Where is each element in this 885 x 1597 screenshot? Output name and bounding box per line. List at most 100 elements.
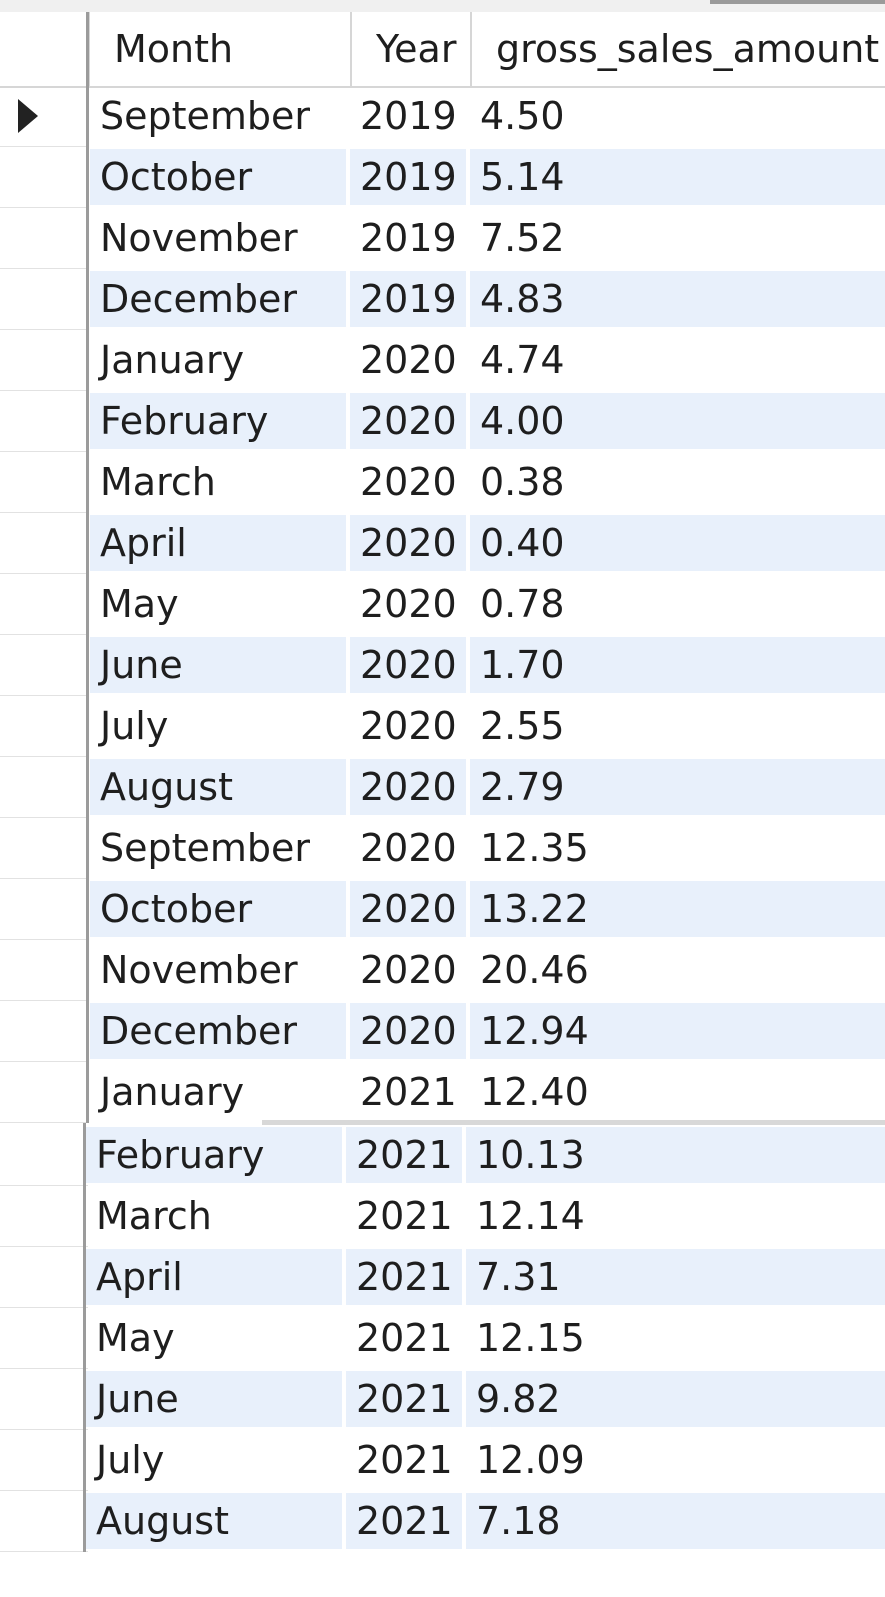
cell-year[interactable]: 2021	[356, 1194, 453, 1238]
cell-gross-sales-amount[interactable]: 0.78	[480, 582, 565, 626]
cell-gross-sales-amount[interactable]: 4.00	[470, 393, 885, 449]
table-row[interactable]: January 2021 12.40	[0, 1062, 885, 1123]
table-row[interactable]: July 2021 12.09	[0, 1430, 885, 1491]
cell-year[interactable]: 2020	[350, 637, 466, 693]
horizontal-scrollbar-thumb[interactable]	[710, 0, 885, 4]
cell-year[interactable]: 2020	[360, 338, 457, 382]
cell-month[interactable]: September	[100, 826, 311, 870]
table-row[interactable]: May 2020 0.78	[0, 574, 885, 635]
cell-gross-sales-amount[interactable]: 12.40	[480, 1070, 589, 1114]
cell-month[interactable]: August	[86, 1493, 342, 1549]
cell-year[interactable]: 2021	[346, 1493, 462, 1549]
table-row[interactable]: December 2020 12.94	[0, 1001, 885, 1062]
cell-month[interactable]: January	[100, 338, 245, 382]
cell-month[interactable]: October	[90, 149, 346, 205]
table-row[interactable]: May 2021 12.15	[0, 1308, 885, 1369]
table-row[interactable]: September 2020 12.35	[0, 818, 885, 879]
table-row[interactable]: November 2019 7.52	[0, 208, 885, 269]
column-header-month[interactable]: Month	[88, 12, 350, 86]
cell-year[interactable]: 2021	[346, 1371, 462, 1427]
cell-month[interactable]: April	[90, 515, 346, 571]
table-row[interactable]: September 2019 4.50	[0, 86, 885, 147]
cell-month[interactable]: February	[86, 1127, 342, 1183]
cell-gross-sales-amount[interactable]: 1.70	[470, 637, 885, 693]
cell-gross-sales-amount[interactable]: 12.14	[476, 1194, 585, 1238]
table-row[interactable]: December 2019 4.83	[0, 269, 885, 330]
cell-month[interactable]: September	[100, 94, 311, 138]
cell-gross-sales-amount[interactable]: 0.40	[470, 515, 885, 571]
cell-gross-sales-amount[interactable]: 4.83	[470, 271, 885, 327]
cell-month[interactable]: December	[90, 1003, 346, 1059]
cell-gross-sales-amount[interactable]: 12.35	[480, 826, 589, 870]
table-row[interactable]: June 2020 1.70	[0, 635, 885, 696]
cell-gross-sales-amount[interactable]: 5.14	[470, 149, 885, 205]
cell-month[interactable]: June	[90, 637, 346, 693]
cell-month[interactable]: March	[100, 460, 216, 504]
cell-gross-sales-amount[interactable]: 4.74	[480, 338, 565, 382]
cell-year[interactable]: 2020	[360, 460, 457, 504]
cell-gross-sales-amount[interactable]: 7.52	[480, 216, 565, 260]
cell-year[interactable]: 2020	[360, 704, 457, 748]
cell-year[interactable]: 2019	[360, 216, 457, 260]
table-row[interactable]: August 2020 2.79	[0, 757, 885, 818]
cell-year[interactable]: 2021	[356, 1316, 453, 1360]
cell-year[interactable]: 2020	[360, 948, 457, 992]
table-row[interactable]: July 2020 2.55	[0, 696, 885, 757]
cell-month[interactable]: October	[90, 881, 346, 937]
cell-month[interactable]: August	[90, 759, 346, 815]
cell-month[interactable]: March	[96, 1194, 212, 1238]
cell-gross-sales-amount[interactable]: 7.31	[466, 1249, 885, 1305]
cell-month[interactable]: June	[86, 1371, 342, 1427]
table-row[interactable]: October 2019 5.14	[0, 147, 885, 208]
cell-gross-sales-amount[interactable]: 9.82	[466, 1371, 885, 1427]
table-row[interactable]: February 2021 10.13	[0, 1125, 885, 1186]
cell-year[interactable]: 2020	[350, 515, 466, 571]
cell-gross-sales-amount[interactable]: 7.18	[466, 1493, 885, 1549]
cell-month[interactable]: April	[86, 1249, 342, 1305]
cell-year[interactable]: 2021	[360, 1070, 457, 1114]
table-row[interactable]: March 2020 0.38	[0, 452, 885, 513]
cell-month[interactable]: May	[96, 1316, 175, 1360]
cell-month[interactable]: May	[100, 582, 179, 626]
table-row[interactable]: August 2021 7.18	[0, 1491, 885, 1552]
cell-year[interactable]: 2021	[346, 1249, 462, 1305]
cell-gross-sales-amount[interactable]: 12.94	[470, 1003, 885, 1059]
cell-year[interactable]: 2020	[360, 826, 457, 870]
table-row[interactable]: November 2020 20.46	[0, 940, 885, 1001]
cell-year[interactable]: 2020	[350, 1003, 466, 1059]
cell-gross-sales-amount[interactable]: 2.79	[470, 759, 885, 815]
cell-month[interactable]: February	[90, 393, 346, 449]
table-row[interactable]: February 2020 4.00	[0, 391, 885, 452]
table-row[interactable]: June 2021 9.82	[0, 1369, 885, 1430]
cell-gross-sales-amount[interactable]: 12.15	[476, 1316, 585, 1360]
cell-gross-sales-amount[interactable]: 20.46	[480, 948, 589, 992]
table-row[interactable]: January 2020 4.74	[0, 330, 885, 391]
cell-gross-sales-amount[interactable]: 0.38	[480, 460, 565, 504]
cell-month[interactable]: January	[100, 1070, 245, 1114]
cell-year[interactable]: 2019	[350, 149, 466, 205]
column-header-gross-sales-amount[interactable]: gross_sales_amount	[470, 12, 885, 86]
cell-month[interactable]: November	[100, 948, 298, 992]
cell-month[interactable]: December	[90, 271, 346, 327]
cell-month[interactable]: July	[96, 1438, 165, 1482]
cell-year[interactable]: 2020	[350, 393, 466, 449]
cell-gross-sales-amount[interactable]: 12.09	[476, 1438, 585, 1482]
table-row[interactable]: October 2020 13.22	[0, 879, 885, 940]
cell-year[interactable]: 2020	[350, 881, 466, 937]
cell-gross-sales-amount[interactable]: 4.50	[480, 94, 565, 138]
column-header-year[interactable]: Year	[350, 12, 470, 86]
cell-gross-sales-amount[interactable]: 13.22	[470, 881, 885, 937]
cell-gross-sales-amount[interactable]: 10.13	[466, 1127, 885, 1183]
cell-month[interactable]: November	[100, 216, 298, 260]
table-row[interactable]: March 2021 12.14	[0, 1186, 885, 1247]
cell-year[interactable]: 2021	[356, 1438, 453, 1482]
cell-year[interactable]: 2020	[360, 582, 457, 626]
cell-year[interactable]: 2020	[350, 759, 466, 815]
cell-year[interactable]: 2019	[350, 271, 466, 327]
cell-gross-sales-amount[interactable]: 2.55	[480, 704, 565, 748]
table-row[interactable]: April 2020 0.40	[0, 513, 885, 574]
cell-year[interactable]: 2019	[360, 94, 457, 138]
cell-year[interactable]: 2021	[346, 1127, 462, 1183]
cell-month[interactable]: July	[100, 704, 169, 748]
table-row[interactable]: April 2021 7.31	[0, 1247, 885, 1308]
